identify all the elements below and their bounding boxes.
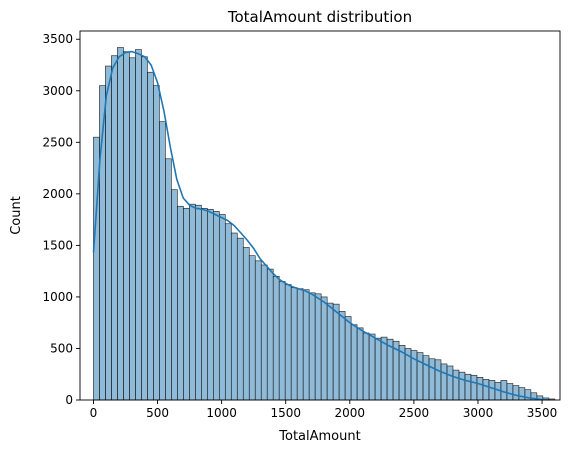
histogram-bar [147,71,154,401]
y-tick-label: 2500 [42,135,73,149]
histogram-bar [135,49,142,401]
x-axis-label: TotalAmount [278,429,360,444]
y-tick-label: 500 [50,341,73,355]
histogram-bar [207,209,214,401]
histogram-bar [236,237,244,401]
histogram-bar [242,247,250,401]
histogram-bar [476,377,484,401]
histogram-bar [183,207,190,401]
histogram-bar [332,303,340,401]
histogram-bar [338,311,346,401]
histogram-bar [464,373,472,401]
x-tick-label: 1000 [206,406,237,420]
y-tick-label: 0 [65,393,73,407]
histogram-bar [512,385,520,401]
histogram-bar [434,359,442,401]
histogram-bar [111,55,118,401]
chart-title: TotalAmount distribution [227,8,412,26]
histogram-bar [368,333,376,401]
histogram-bars [93,47,556,401]
histogram-bar [350,324,358,401]
histogram-bar [165,158,172,401]
histogram-bar [458,371,466,401]
histogram-bar [380,336,388,401]
histogram-bar [356,327,364,401]
x-tick-label: 2000 [335,406,366,420]
x-tick-label: 1500 [270,406,301,420]
histogram-bar [506,383,514,401]
histogram-bar [296,288,304,401]
histogram-bar [129,57,136,401]
histogram-bar [284,284,292,401]
histogram-bar [302,289,310,401]
histogram-bar [177,205,184,401]
histogram-bar [201,207,208,401]
y-axis-label: Count [9,196,24,235]
histogram-bar [326,302,334,401]
y-tick-label: 2000 [42,187,73,201]
histogram-bar [230,232,238,401]
y-tick-label: 1500 [42,238,73,252]
histogram-bar [189,203,196,401]
histogram-bar [153,85,160,401]
histogram-bar [212,211,220,401]
histogram-bar [278,281,286,401]
histogram-bar [470,374,478,401]
x-tick-label: 500 [146,406,169,420]
histogram-bar [416,352,424,401]
histogram-bar [117,47,124,401]
histogram-bar [260,264,268,401]
x-axis-ticks: 0 500 1000 1500 2000 2500 3000 3500 [90,400,558,420]
y-tick-label: 1000 [42,290,73,304]
histogram-bar [195,204,202,401]
histogram-bar [374,337,382,401]
histogram-bar [500,380,508,401]
plot-frame [79,30,561,401]
x-tick-label: 0 [90,406,98,420]
histogram-bar [518,387,526,401]
y-tick-label: 3000 [42,84,73,98]
histogram-bar [344,316,352,401]
histogram-bar [428,358,436,401]
histogram-bar [440,363,448,401]
histogram-bar [308,292,316,401]
kde-curve [92,50,549,401]
histogram-bar [290,287,298,401]
histogram-bar [254,260,262,401]
histogram-bar [171,189,178,401]
y-tick-label: 3500 [42,32,73,46]
histogram-bar [320,296,328,401]
histogram-bar [422,355,430,401]
histogram-bar [362,332,370,401]
histogram-bar [248,255,256,401]
y-axis-ticks: 0 500 1000 1500 2000 2500 3000 3500 [42,32,80,407]
histogram-bar [446,365,454,401]
x-tick-label: 3500 [527,406,558,420]
histogram-bar [272,276,280,401]
histogram-bar [488,380,496,401]
histogram-bar [482,379,490,401]
histogram-bar [218,214,226,401]
x-tick-label: 2500 [399,406,430,420]
histogram-bar [159,121,166,401]
histogram-bar [386,338,394,401]
histogram-bar [224,223,232,401]
histogram-bar [141,56,148,401]
histogram-bar [266,268,274,401]
histogram-bar [105,65,112,401]
histogram-bar [452,369,460,401]
x-tick-label: 3000 [463,406,494,420]
histogram-bar [123,51,130,401]
histogram-bar [314,293,322,401]
